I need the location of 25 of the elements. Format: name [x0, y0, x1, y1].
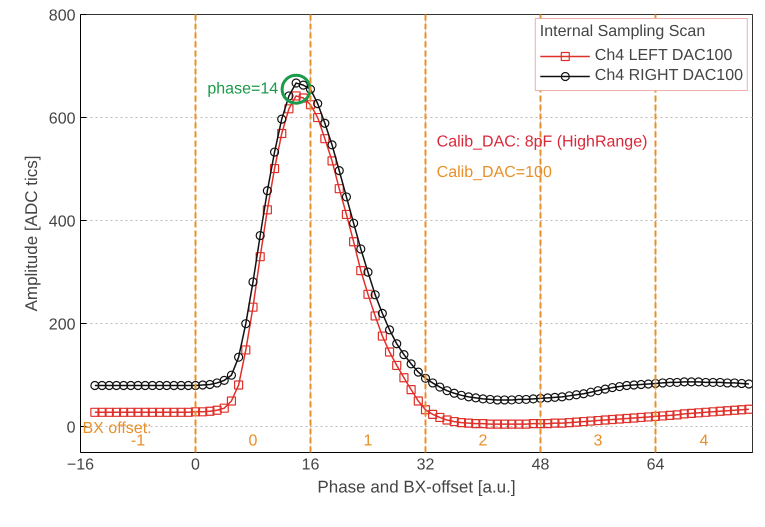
legend-label: Ch4 RIGHT DAC100: [594, 67, 743, 85]
annotation: 3: [594, 432, 603, 450]
x-tick-label: 0: [191, 456, 200, 474]
x-tick-label: 48: [532, 456, 550, 474]
x-tick-label: 64: [646, 456, 664, 474]
annotation: Calib_DAC: 8pF (HighRange): [436, 133, 648, 150]
y-tick-label: 400: [48, 214, 76, 231]
x-axis-title: Phase and BX-offset [a.u.]: [317, 478, 516, 496]
legend-title: Internal Sampling Scan: [540, 23, 706, 41]
annotation: -1: [130, 432, 146, 450]
y-axis-title: Amplitude [ADC tics]: [22, 156, 41, 312]
y-tick-label: 0: [66, 420, 76, 437]
legend-label: Ch4 LEFT DAC100: [594, 47, 732, 65]
annotation: phase=14: [207, 80, 278, 98]
x-tick-label: 32: [416, 456, 434, 474]
y-tick-label: 600: [48, 110, 76, 128]
annotation: Calib_DAC=100: [436, 164, 552, 181]
y-tick-label: 800: [48, 8, 76, 24]
x-tick-label: 16: [302, 456, 320, 474]
annotation: 0: [248, 432, 258, 450]
annotation: 1: [364, 432, 373, 450]
y-tick-label: 200: [48, 316, 76, 334]
annotation: 4: [700, 432, 709, 450]
x-tick-label: −16: [66, 456, 94, 474]
annotation: 2: [478, 432, 488, 450]
